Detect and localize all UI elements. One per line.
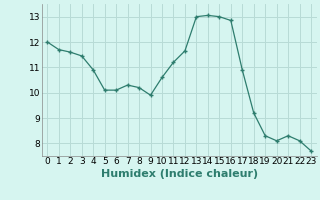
X-axis label: Humidex (Indice chaleur): Humidex (Indice chaleur): [100, 169, 258, 179]
